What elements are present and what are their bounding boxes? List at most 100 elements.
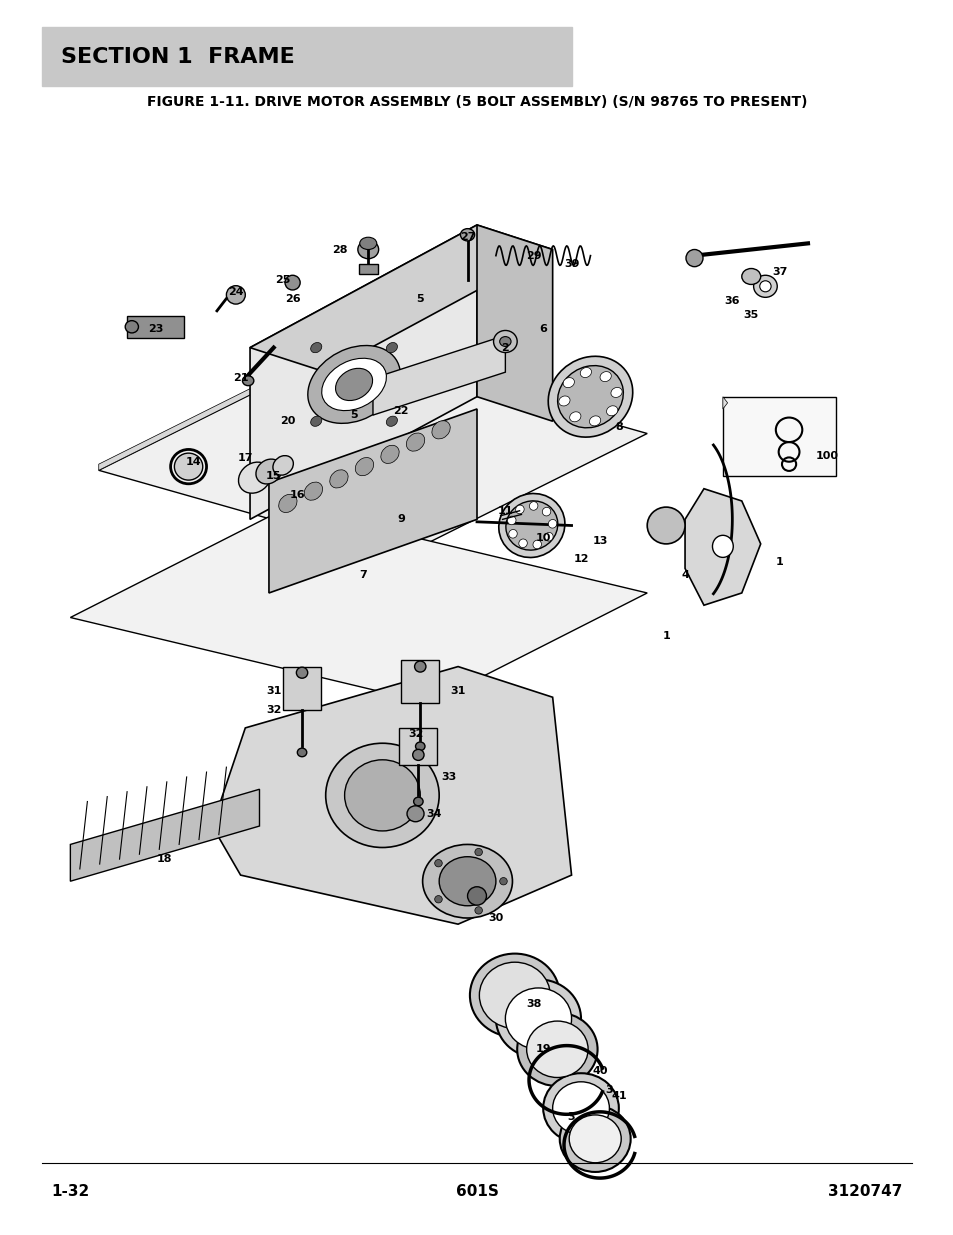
Ellipse shape xyxy=(529,501,537,510)
Bar xyxy=(283,667,320,709)
Text: 3: 3 xyxy=(605,1084,613,1094)
Text: 1: 1 xyxy=(661,631,669,641)
Polygon shape xyxy=(269,409,476,593)
Ellipse shape xyxy=(415,661,425,672)
Text: 31: 31 xyxy=(450,687,465,697)
Ellipse shape xyxy=(413,750,423,761)
Text: 22: 22 xyxy=(394,406,409,416)
Polygon shape xyxy=(71,789,259,882)
Ellipse shape xyxy=(344,760,420,831)
Ellipse shape xyxy=(544,532,553,541)
Ellipse shape xyxy=(498,494,564,557)
Text: 36: 36 xyxy=(724,296,740,306)
Ellipse shape xyxy=(516,505,523,514)
Text: 35: 35 xyxy=(742,310,758,320)
Text: 32: 32 xyxy=(266,704,281,715)
Ellipse shape xyxy=(435,895,442,903)
Ellipse shape xyxy=(297,748,307,757)
Text: 4: 4 xyxy=(680,569,688,579)
Ellipse shape xyxy=(558,396,570,406)
Ellipse shape xyxy=(533,540,541,548)
Ellipse shape xyxy=(753,275,777,298)
Polygon shape xyxy=(722,396,836,477)
Ellipse shape xyxy=(311,342,321,353)
Ellipse shape xyxy=(685,249,702,267)
Ellipse shape xyxy=(296,667,308,678)
Ellipse shape xyxy=(406,433,424,451)
Polygon shape xyxy=(373,336,505,415)
Bar xyxy=(401,661,438,704)
Ellipse shape xyxy=(475,906,482,914)
Text: 12: 12 xyxy=(573,553,588,563)
Ellipse shape xyxy=(242,375,253,385)
Ellipse shape xyxy=(517,1013,597,1086)
Ellipse shape xyxy=(321,358,386,410)
Text: 20: 20 xyxy=(280,416,295,426)
Ellipse shape xyxy=(285,275,300,290)
Text: SECTION 1  FRAME: SECTION 1 FRAME xyxy=(61,47,294,67)
Text: 24: 24 xyxy=(228,288,243,298)
Ellipse shape xyxy=(432,421,450,438)
Text: 10: 10 xyxy=(535,532,550,542)
Ellipse shape xyxy=(606,406,618,416)
Ellipse shape xyxy=(493,331,517,352)
Ellipse shape xyxy=(562,378,574,388)
Text: 100: 100 xyxy=(815,451,838,461)
Ellipse shape xyxy=(507,516,516,525)
FancyBboxPatch shape xyxy=(42,27,571,86)
Text: 2: 2 xyxy=(501,342,509,353)
Bar xyxy=(358,264,377,274)
Ellipse shape xyxy=(357,241,378,258)
Text: 28: 28 xyxy=(332,245,347,254)
Text: 34: 34 xyxy=(426,809,442,819)
Ellipse shape xyxy=(499,878,507,885)
Ellipse shape xyxy=(467,887,486,905)
Ellipse shape xyxy=(422,845,512,918)
Polygon shape xyxy=(71,508,646,704)
Ellipse shape xyxy=(579,368,591,378)
Ellipse shape xyxy=(559,1105,630,1172)
Ellipse shape xyxy=(478,962,550,1029)
Text: 18: 18 xyxy=(157,855,172,864)
Ellipse shape xyxy=(505,988,571,1050)
Ellipse shape xyxy=(470,953,559,1037)
Ellipse shape xyxy=(386,416,397,426)
Text: 3120747: 3120747 xyxy=(827,1184,902,1199)
Polygon shape xyxy=(722,396,727,409)
Ellipse shape xyxy=(238,462,271,493)
Polygon shape xyxy=(212,667,571,924)
Ellipse shape xyxy=(325,743,438,847)
Text: 19: 19 xyxy=(535,1045,551,1055)
Ellipse shape xyxy=(416,742,424,751)
Bar xyxy=(399,727,436,764)
Ellipse shape xyxy=(548,356,632,437)
Text: 3: 3 xyxy=(567,1112,575,1121)
Ellipse shape xyxy=(712,535,733,557)
Text: 38: 38 xyxy=(525,999,541,1009)
Ellipse shape xyxy=(355,457,374,475)
Ellipse shape xyxy=(255,459,282,484)
Text: 37: 37 xyxy=(771,267,786,277)
Text: 27: 27 xyxy=(459,232,475,242)
Text: 32: 32 xyxy=(408,729,423,739)
Text: 21: 21 xyxy=(233,373,248,383)
Ellipse shape xyxy=(610,388,621,398)
Text: 1-32: 1-32 xyxy=(51,1184,90,1199)
Polygon shape xyxy=(476,225,552,421)
Text: 29: 29 xyxy=(525,251,541,261)
Ellipse shape xyxy=(759,280,770,291)
Text: 41: 41 xyxy=(611,1091,626,1100)
Text: 7: 7 xyxy=(359,569,367,579)
Ellipse shape xyxy=(380,446,398,463)
Text: 6: 6 xyxy=(538,325,547,335)
Text: 15: 15 xyxy=(266,472,281,482)
Ellipse shape xyxy=(569,1115,620,1163)
Text: 9: 9 xyxy=(397,514,405,525)
Text: 23: 23 xyxy=(148,325,163,335)
Ellipse shape xyxy=(407,805,423,821)
Ellipse shape xyxy=(499,337,511,346)
Ellipse shape xyxy=(359,237,376,249)
Ellipse shape xyxy=(505,501,558,550)
Text: 17: 17 xyxy=(237,453,253,463)
Text: 5: 5 xyxy=(350,410,357,420)
